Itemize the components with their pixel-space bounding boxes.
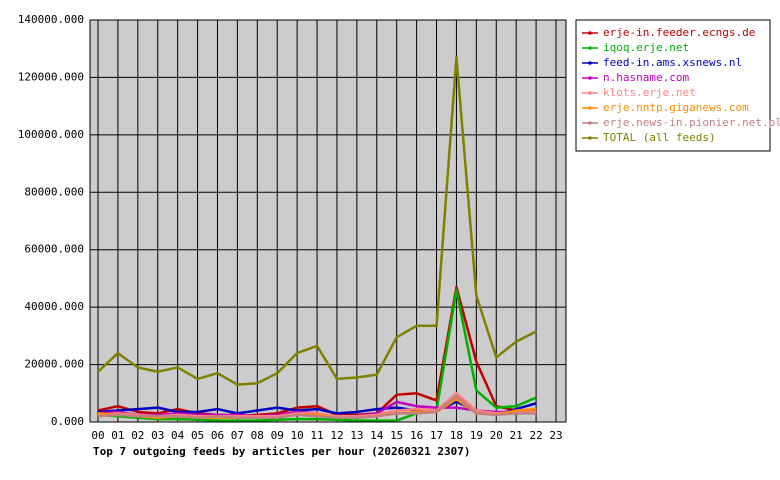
legend-label: erje-in.feeder.ecngs.de <box>603 26 755 39</box>
legend-marker <box>588 61 592 65</box>
x-tick-label: 06 <box>211 429 224 442</box>
legend-label: TOTAL (all feeds) <box>603 131 716 144</box>
y-tick-label: 40000.000 <box>24 300 84 313</box>
x-tick-label: 17 <box>430 429 443 442</box>
x-tick-label: 01 <box>111 429 124 442</box>
series-line <box>97 56 537 386</box>
legend-marker <box>588 46 592 50</box>
x-tick-label: 15 <box>390 429 403 442</box>
legend-label: feed-in.ams.xsnews.nl <box>603 56 742 69</box>
x-tick-label: 02 <box>131 429 144 442</box>
x-tick-label: 18 <box>450 429 463 442</box>
x-tick-label: 04 <box>171 429 185 442</box>
x-tick-label: 21 <box>510 429 523 442</box>
y-tick-label: 140000.000 <box>18 13 84 26</box>
x-tick-label: 10 <box>291 429 304 442</box>
legend-label: klots.erje.net <box>603 86 696 99</box>
x-tick-label: 23 <box>549 429 562 442</box>
legend-marker <box>588 31 592 35</box>
plot-border <box>89 19 567 423</box>
legend-label: n.hasname.com <box>603 71 689 84</box>
series-line <box>97 394 537 419</box>
x-tick-label: 22 <box>529 429 542 442</box>
x-tick-label: 19 <box>470 429 483 442</box>
y-tick-label: 80000.000 <box>24 185 84 198</box>
chart-title: Top 7 outgoing feeds by articles per hou… <box>93 445 471 458</box>
plot-area <box>90 20 566 422</box>
legend-label: erje.nntp.giganews.com <box>603 101 749 114</box>
x-tick-label: 07 <box>231 429 244 442</box>
legend-marker <box>588 121 592 125</box>
series-line <box>97 288 537 422</box>
x-tick-label: 08 <box>251 429 264 442</box>
legend-marker <box>588 106 592 110</box>
x-tick-label: 11 <box>310 429 323 442</box>
x-tick-label: 16 <box>410 429 423 442</box>
y-tick-label: 100000.000 <box>18 128 84 141</box>
legend-label: iqoq.erje.net <box>603 41 689 54</box>
y-tick-label: 120000.000 <box>18 70 84 83</box>
x-tick-label: 12 <box>330 429 343 442</box>
y-tick-label: 20000.000 <box>24 358 84 371</box>
y-tick-label: 60000.000 <box>24 243 84 256</box>
x-tick-label: 00 <box>91 429 104 442</box>
x-tick-label: 14 <box>370 429 384 442</box>
legend-marker <box>588 91 592 95</box>
x-tick-label: 09 <box>271 429 284 442</box>
legend <box>575 19 771 152</box>
x-tick-label: 05 <box>191 429 204 442</box>
legend-marker <box>588 136 592 140</box>
x-tick-label: 03 <box>151 429 164 442</box>
x-tick-label: 20 <box>490 429 503 442</box>
legend-label: erje.news-in.pionier.net.pl <box>603 116 780 129</box>
legend-marker <box>588 76 592 80</box>
y-tick-label: 0.000 <box>51 415 84 428</box>
x-tick-label: 13 <box>350 429 363 442</box>
